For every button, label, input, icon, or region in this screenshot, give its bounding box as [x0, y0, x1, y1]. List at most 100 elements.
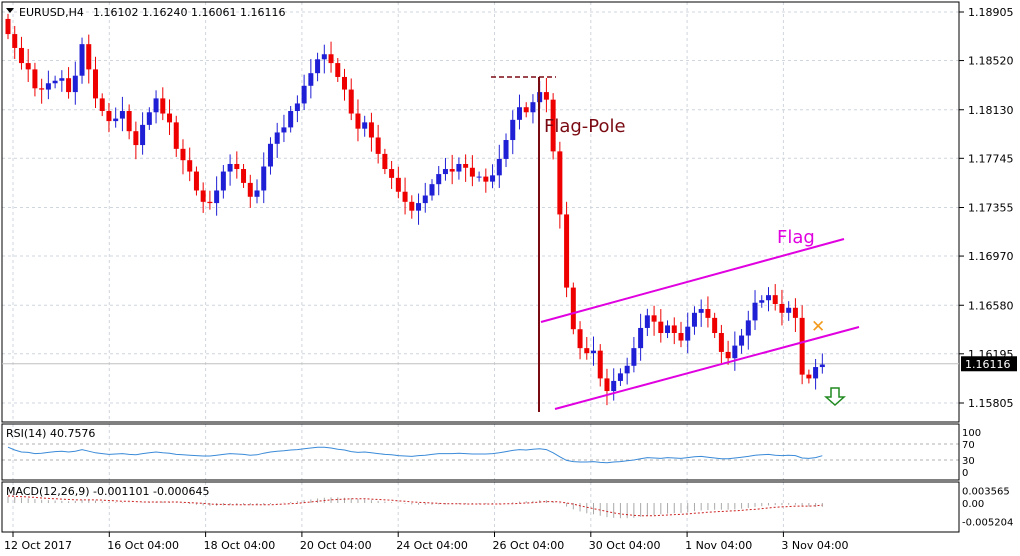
- candle: [617, 368, 623, 386]
- candle-body: [456, 163, 462, 172]
- candle: [247, 174, 253, 208]
- candle: [348, 78, 354, 121]
- candle-body: [813, 367, 819, 379]
- candle: [503, 133, 509, 168]
- price-tick-label: 1.17745: [968, 152, 1014, 165]
- candle-body: [739, 335, 745, 346]
- candle: [5, 13, 11, 40]
- candle: [510, 110, 516, 155]
- macd-title: MACD(12,26,9) -0.001101 -0.000645: [6, 485, 209, 498]
- candle-body: [45, 83, 51, 90]
- candle-body: [617, 373, 623, 381]
- candle: [792, 298, 798, 332]
- candle-body: [732, 345, 738, 359]
- candle: [362, 115, 368, 137]
- flag-upper-line: [540, 238, 845, 323]
- macd-panel: MACD(12,26,9) -0.001101 -0.000645 0.0035…: [6, 485, 1013, 528]
- candle: [691, 306, 697, 335]
- candle: [294, 95, 300, 123]
- candle-body: [557, 151, 563, 215]
- candle-body: [241, 169, 247, 183]
- candle-body: [604, 378, 610, 392]
- candle-body: [92, 69, 98, 99]
- price-tick-label: 1.18520: [968, 55, 1014, 68]
- candle: [328, 41, 334, 73]
- candle: [133, 121, 139, 160]
- candle: [274, 122, 280, 158]
- time-tick-label: 26 Oct 04:00: [493, 539, 565, 552]
- candle: [490, 164, 496, 189]
- candle-body: [819, 364, 825, 368]
- candle-body: [786, 307, 792, 313]
- candle: [382, 148, 388, 175]
- candle: [732, 331, 738, 371]
- candle: [557, 141, 563, 229]
- candle-body: [476, 176, 482, 178]
- time-tick-label: 18 Oct 04:00: [204, 539, 276, 552]
- candle-body: [146, 112, 152, 125]
- candle-body: [469, 167, 475, 177]
- candle: [712, 312, 718, 339]
- candle-body: [516, 107, 522, 120]
- candle-body: [140, 124, 146, 146]
- candle-body: [745, 320, 751, 336]
- candle-body: [308, 73, 314, 86]
- macd-tick-label: 0.003565: [962, 486, 1010, 497]
- down-arrow-icon: [824, 387, 846, 407]
- candle: [611, 368, 617, 401]
- candle-body: [422, 195, 428, 204]
- candle: [355, 99, 361, 142]
- candle-body: [402, 191, 408, 202]
- candle-body: [66, 78, 72, 93]
- candles: [5, 13, 825, 406]
- candle: [786, 301, 792, 321]
- candle: [422, 182, 428, 213]
- candle-body: [496, 158, 502, 176]
- candle-body: [429, 184, 435, 196]
- candle-body: [442, 169, 448, 175]
- candle: [631, 337, 637, 373]
- candle-body: [449, 169, 455, 172]
- candle: [308, 59, 314, 99]
- candle: [597, 344, 603, 387]
- candle: [220, 164, 226, 199]
- candle-body: [597, 350, 603, 379]
- candle-body: [395, 177, 401, 192]
- candle-body: [86, 44, 92, 70]
- candle-body: [335, 63, 341, 77]
- candle: [99, 93, 105, 117]
- candle-body: [510, 119, 516, 141]
- candle-body: [207, 201, 213, 204]
- candle: [772, 284, 778, 311]
- candle-body: [577, 329, 583, 349]
- candle-body: [234, 163, 240, 170]
- candle: [254, 179, 260, 204]
- candle-body: [173, 122, 179, 149]
- candle-body: [106, 111, 112, 122]
- macd-histogram: [7, 496, 823, 519]
- candle-body: [799, 317, 805, 375]
- price-panel-frame: [1, 1, 960, 423]
- candle: [685, 312, 691, 354]
- candle: [651, 305, 657, 336]
- candle-body: [718, 332, 724, 352]
- triangle-down-icon[interactable]: [6, 8, 14, 13]
- time-axis: 12 Oct 2017 16 Oct 04:00 18 Oct 04:00 20 Oc…: [4, 532, 849, 552]
- candle-body: [725, 351, 731, 359]
- price-axis: 1.18905 1.18520 1.18130 1.17745 1.17355 1.169…: [959, 6, 1014, 410]
- candle: [584, 337, 590, 360]
- macd-tick-label: 0.00: [962, 499, 984, 510]
- rsi-tick-label: 0: [962, 468, 968, 479]
- candle-body: [416, 203, 422, 211]
- candle-body: [214, 190, 220, 204]
- flag-label: Flag: [777, 227, 815, 248]
- candle: [543, 77, 549, 113]
- candle: [591, 336, 597, 366]
- candle: [570, 282, 576, 335]
- candle: [395, 166, 401, 199]
- candle-body: [685, 326, 691, 341]
- candle: [160, 87, 166, 121]
- candle: [638, 313, 644, 361]
- candle: [66, 67, 72, 99]
